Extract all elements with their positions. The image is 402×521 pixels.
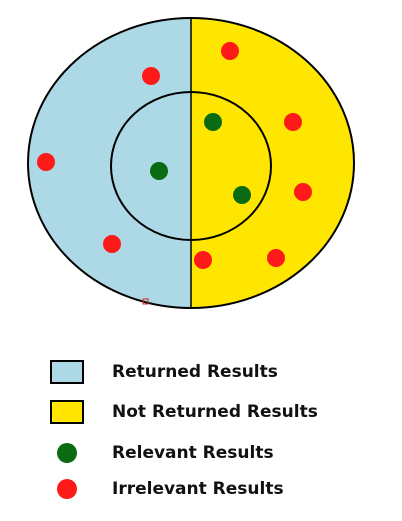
irrelevant-dot-icon bbox=[57, 479, 77, 499]
irrelevant-dot bbox=[37, 153, 55, 171]
legend-label-relevant: Relevant Results bbox=[112, 443, 274, 463]
legend-label-returned: Returned Results bbox=[112, 362, 278, 382]
relevant-dot bbox=[233, 186, 251, 204]
venn-diagram bbox=[27, 17, 355, 309]
irrelevant-dot bbox=[142, 67, 160, 85]
legend-item-not-returned: Not Returned Results bbox=[50, 398, 318, 426]
legend-item-irrelevant: Irrelevant Results bbox=[50, 475, 284, 503]
irrelevant-dot bbox=[267, 249, 285, 267]
relevant-dot bbox=[150, 162, 168, 180]
legend-label-not-returned: Not Returned Results bbox=[112, 402, 318, 422]
legend-label-irrelevant: Irrelevant Results bbox=[112, 479, 284, 499]
not-returned-swatch bbox=[50, 400, 84, 424]
irrelevant-dot bbox=[221, 42, 239, 60]
returned-half bbox=[28, 18, 191, 308]
outer-circle bbox=[27, 17, 355, 309]
relevant-dot bbox=[204, 113, 222, 131]
returned-swatch bbox=[50, 360, 84, 384]
irrelevant-dot bbox=[284, 113, 302, 131]
inner-circle bbox=[110, 91, 272, 241]
irrelevant-dot bbox=[294, 183, 312, 201]
legend-item-returned: Returned Results bbox=[50, 358, 278, 386]
legend-item-relevant: Relevant Results bbox=[50, 439, 274, 467]
irrelevant-dot bbox=[103, 235, 121, 253]
cursor-marker bbox=[142, 298, 149, 305]
relevant-dot-icon bbox=[57, 443, 77, 463]
not-returned-half bbox=[191, 18, 354, 308]
irrelevant-dot bbox=[194, 251, 212, 269]
